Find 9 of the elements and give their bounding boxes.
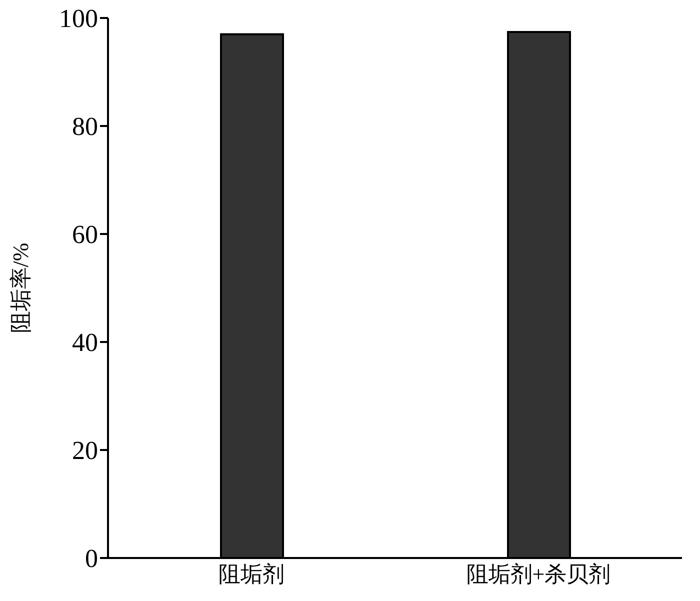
y-tick-label: 60 xyxy=(72,220,98,250)
x-tick-label: 阻垢剂+杀贝剂 xyxy=(466,562,611,587)
y-axis-title: 阻垢率/% xyxy=(8,242,33,334)
y-tick-label: 0 xyxy=(85,544,98,574)
y-tick-label: 40 xyxy=(72,328,98,358)
y-tick-label: 20 xyxy=(72,436,98,466)
x-tick-label: 阻垢剂 xyxy=(218,562,284,587)
y-tick-label: 100 xyxy=(59,4,98,34)
y-tick-label: 80 xyxy=(72,112,98,142)
